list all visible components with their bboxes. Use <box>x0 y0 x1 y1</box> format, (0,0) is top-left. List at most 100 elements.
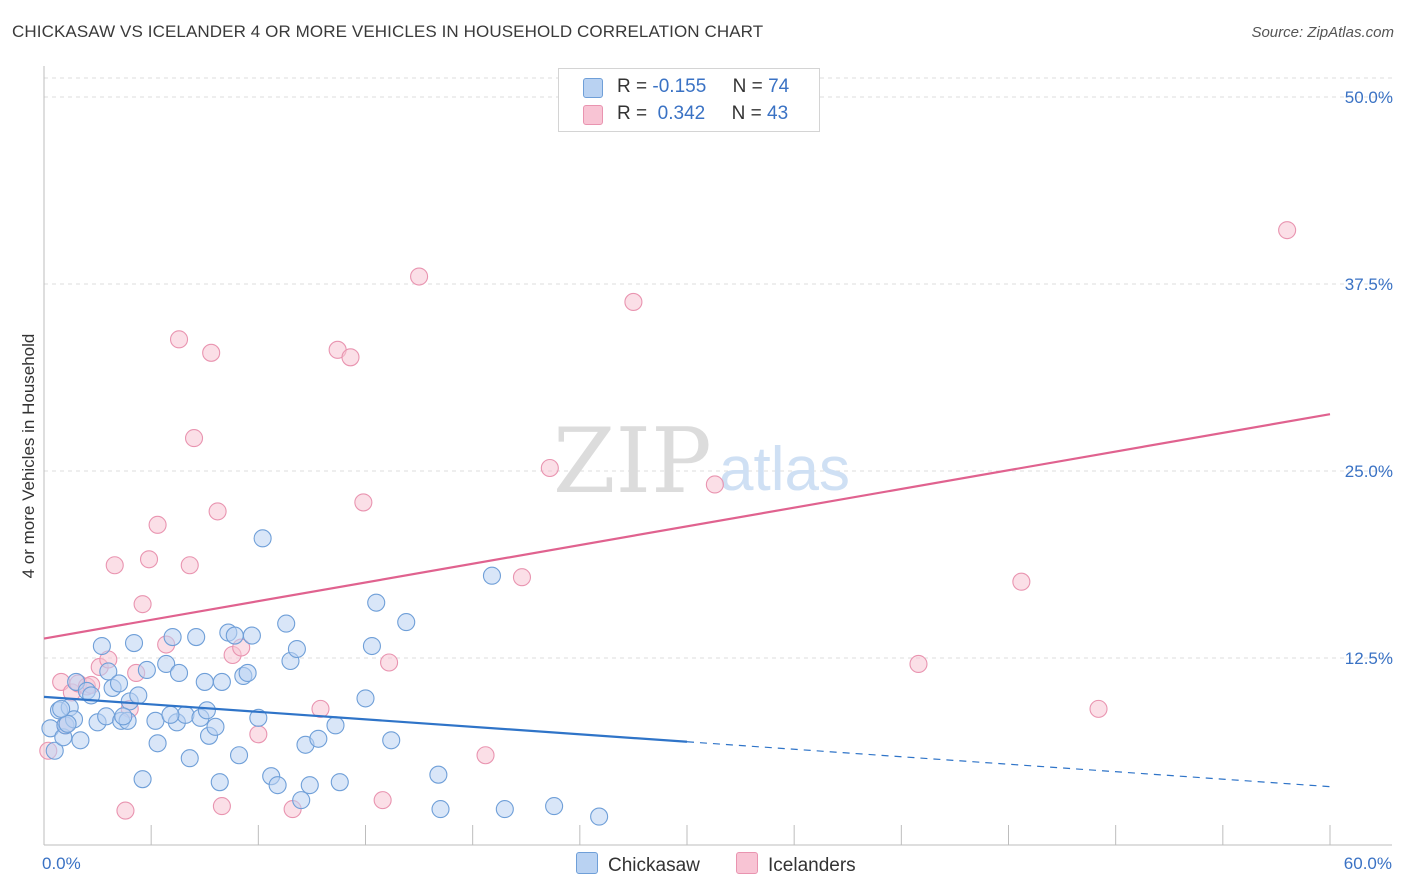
chickasaw-point <box>97 707 116 726</box>
chickasaw-swatch <box>583 78 603 98</box>
chickasaw-point <box>129 686 148 705</box>
chickasaw-swatch <box>576 852 598 874</box>
legend-r-label: R = <box>617 76 648 97</box>
icelander-trend-line <box>43 413 1331 640</box>
icelander-point <box>133 595 152 614</box>
grid-layer <box>44 77 1392 659</box>
chart-title: CHICKASAW VS ICELANDER 4 OR MORE VEHICLE… <box>12 22 764 41</box>
icelander-point <box>169 330 189 349</box>
chickasaw-point <box>161 705 180 724</box>
bottom-legend-label: Icelanders <box>768 855 856 876</box>
icelander-point <box>512 568 532 587</box>
legend-n-label: N = <box>732 76 763 97</box>
chickasaw-point <box>180 749 199 768</box>
chickasaw-point <box>148 734 167 753</box>
icelander-point <box>180 556 199 575</box>
icelander-point <box>354 493 373 512</box>
icelander-point <box>202 343 221 362</box>
icelander-point <box>909 654 928 674</box>
chickasaw-trend-extension <box>686 741 1331 788</box>
icelander-point <box>380 653 399 672</box>
y-tick-label: 25.0% <box>1345 462 1393 481</box>
chickasaw-point <box>206 717 225 736</box>
chickasaw-point <box>287 639 306 659</box>
chickasaw-point <box>92 636 111 656</box>
icelander-point <box>184 429 204 448</box>
trend-layer <box>43 413 1331 788</box>
legend-n-value: 74 <box>768 76 790 97</box>
icelander-point <box>1012 572 1031 591</box>
icelander-point <box>341 348 360 367</box>
chickasaw-point <box>176 705 195 724</box>
bottom-legend-chickasaw: Chickasaw <box>576 852 700 877</box>
icelander-point <box>208 502 227 521</box>
chickasaw-point <box>109 674 129 693</box>
icelander-point <box>705 475 724 494</box>
chickasaw-point <box>133 770 152 789</box>
bottom-legend-icelanders: Icelanders <box>736 852 856 877</box>
chickasaw-point <box>362 636 381 656</box>
chickasaw-point <box>590 807 609 826</box>
watermark-atlas: atlas <box>719 435 850 504</box>
icelander-point <box>1278 221 1297 240</box>
legend-r-label: R = <box>617 103 648 124</box>
chickasaw-point <box>397 613 416 632</box>
chickasaw-point <box>52 699 71 718</box>
icelander-point <box>148 515 167 534</box>
chickasaw-point <box>326 716 345 735</box>
legend-r-value: -0.155 <box>652 76 707 97</box>
chickasaw-point <box>495 800 514 819</box>
legend-r-value: 0.342 <box>657 103 706 124</box>
icelander-point <box>249 725 268 744</box>
chickasaw-point <box>382 731 401 750</box>
icelander-point <box>311 699 330 718</box>
watermark-zip: ZIP <box>553 409 712 514</box>
chickasaw-point <box>212 672 231 691</box>
chickasaw-trend-line <box>43 695 688 743</box>
chickasaw-point <box>169 663 189 683</box>
chickasaw-point <box>300 776 319 795</box>
chickasaw-point <box>242 626 261 645</box>
y-tick-label: 12.5% <box>1345 649 1393 668</box>
chickasaw-point <box>277 614 296 633</box>
icelander-point <box>476 746 495 765</box>
icelander-point <box>1089 699 1108 718</box>
icelander-point <box>410 267 429 286</box>
chickasaw-point <box>309 729 328 748</box>
chickasaw-point <box>229 746 249 765</box>
chickasaw-point <box>429 765 448 784</box>
icelander-point <box>105 556 124 575</box>
icelander-point <box>116 801 135 820</box>
chickasaw-point <box>187 628 206 647</box>
chickasaw-point <box>146 711 165 730</box>
chickasaw-point <box>367 593 386 612</box>
y-axis-label: 4 or more Vehicles in Household <box>19 334 38 579</box>
chickasaw-point <box>238 663 257 683</box>
chickasaw-point <box>482 566 502 585</box>
chickasaw-point <box>71 731 90 750</box>
chickasaw-point <box>58 714 77 733</box>
stats-legend: R = -0.155 N = 74 R = 0.342 N = 43 <box>558 68 820 132</box>
chickasaw-point <box>197 701 216 720</box>
legend-n-label: N = <box>731 103 762 124</box>
y-tick-label: 50.0% <box>1345 88 1393 107</box>
chickasaw-point <box>45 741 64 760</box>
chickasaw-point <box>195 672 214 691</box>
chickasaw-point <box>330 773 349 792</box>
x-tick-label: 0.0% <box>42 854 81 873</box>
chickasaw-point <box>431 800 450 819</box>
icelander-point <box>139 550 159 569</box>
chickasaw-point <box>210 773 229 792</box>
chickasaw-point <box>137 660 156 680</box>
chickasaw-point <box>253 529 272 548</box>
chickasaw-point <box>163 628 182 647</box>
bottom-legend-label: Chickasaw <box>608 855 700 876</box>
chickasaw-point <box>225 626 244 645</box>
chickasaw-point <box>268 776 287 795</box>
icelanders-swatch <box>736 852 758 874</box>
source-label: Source: ZipAtlas.com <box>1251 24 1394 41</box>
chickasaw-point <box>356 689 375 708</box>
icelander-point <box>212 797 231 816</box>
legend-n-value: 43 <box>767 103 789 124</box>
